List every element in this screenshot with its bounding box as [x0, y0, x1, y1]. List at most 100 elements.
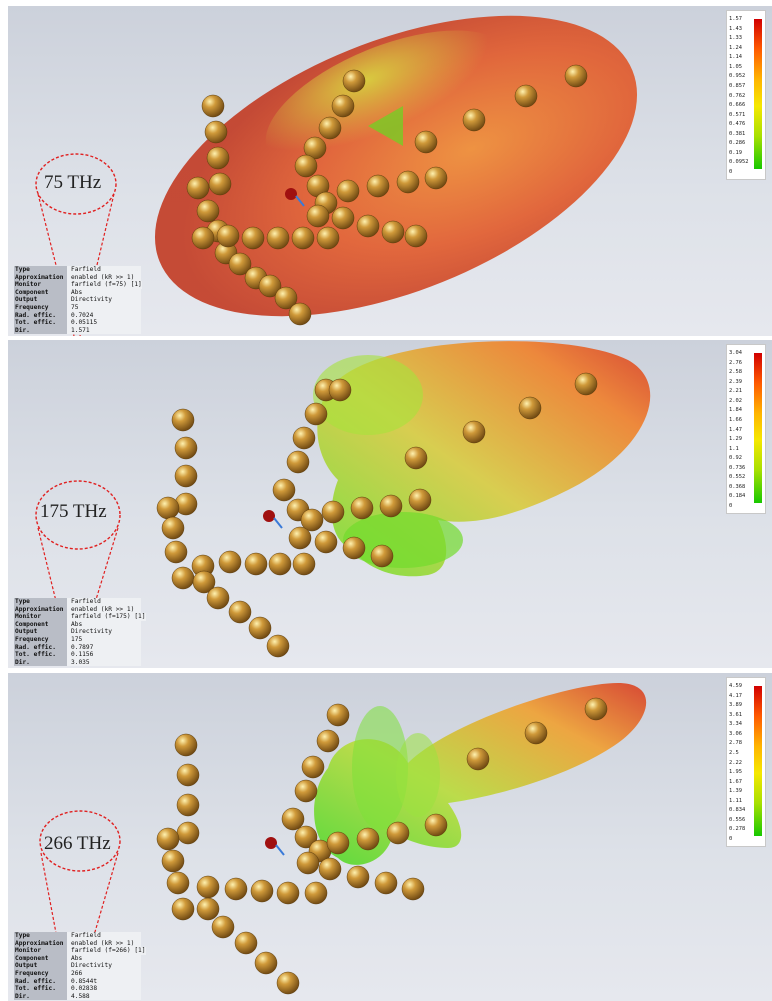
nanoparticle-sphere — [228, 252, 252, 276]
info-key: Rad. effic. — [14, 643, 67, 652]
nanoparticle-sphere — [276, 971, 300, 995]
info-key: Tot. effic. — [14, 319, 67, 327]
info-key: Component — [14, 288, 67, 297]
directivity-colorbar: 1.57 1.43 1.33 1.24 1.14 1.05 0.952 0.857 0.762 0… — [726, 10, 766, 180]
nanoparticle-sphere — [303, 136, 327, 160]
info-row: Type Farfield — [14, 266, 142, 274]
radiation-pattern-lobe — [313, 341, 651, 577]
info-value: Farfield — [67, 598, 141, 606]
nanoparticle-sphere — [331, 94, 355, 118]
info-value: enabled (kR >> 1) — [67, 273, 141, 282]
info-key: Type — [14, 266, 67, 274]
nanoparticle-sphere — [584, 697, 608, 721]
nanoparticle-sphere — [174, 464, 198, 488]
nanoparticle-sphere — [424, 813, 448, 837]
nanoparticle-sphere — [401, 877, 425, 901]
info-row: Frequency 75 — [14, 303, 142, 312]
colorbar-tick-label: 1.57 — [729, 16, 742, 22]
colorbar-tick-label: 0.571 — [729, 111, 746, 118]
colorbar-tick-label: 1.11 — [729, 797, 742, 804]
nanoparticle-array — [156, 372, 598, 658]
colorbar-tick-label: 0.736 — [729, 464, 746, 471]
colorbar-tick-label: 1.14 — [729, 54, 742, 61]
colorbar-tick-label: 0.19 — [729, 149, 742, 156]
nanoparticle-sphere — [196, 897, 220, 921]
nanoparticle-sphere — [274, 286, 298, 310]
farfield-3d-view[interactable] — [8, 340, 772, 668]
farfield-3d-view[interactable] — [8, 673, 772, 1001]
nanoparticle-sphere — [292, 552, 316, 576]
nanoparticle-sphere — [196, 199, 220, 223]
nanoparticle-sphere — [356, 214, 380, 238]
colorbar-tick-label: 4.17 — [729, 692, 742, 699]
info-key: Frequency — [14, 969, 67, 978]
colorbar-tick-label: 0.381 — [729, 130, 746, 137]
colorbar-tick-label: 4.59 — [729, 683, 742, 689]
nanoparticle-sphere — [328, 378, 352, 402]
frequency-label: 75 THz — [44, 172, 102, 193]
colorbar-tick-label: 1.43 — [729, 25, 742, 32]
nanoparticle-sphere — [164, 540, 188, 564]
nanoparticle-sphere — [281, 807, 305, 831]
nanoparticle-sphere — [248, 616, 272, 640]
nanoparticle-sphere — [374, 871, 398, 895]
info-row: Rad. effic. 0.8544t — [14, 977, 146, 986]
nanoparticle-sphere — [294, 779, 318, 803]
colorbar-tick-label: 1.24 — [729, 44, 742, 51]
nanoparticle-sphere — [266, 226, 290, 250]
nanoparticle-sphere — [379, 494, 403, 518]
colorbar-tick-label: 1.29 — [729, 436, 742, 443]
info-key: Frequency — [14, 635, 67, 644]
nanoparticle-sphere — [204, 120, 228, 144]
nanoparticle-sphere — [266, 634, 290, 658]
info-key: Output — [14, 628, 67, 636]
info-value: 3.035 — [67, 658, 141, 667]
info-value: 0.8544t — [67, 977, 141, 986]
nanoparticle-sphere — [288, 526, 312, 550]
nanoparticle-sphere — [234, 931, 258, 955]
colorbar-tick-label: 3.89 — [729, 702, 742, 709]
nanoparticle-sphere — [176, 821, 200, 845]
directivity-colorbar: 4.59 4.17 3.89 3.61 3.34 3.06 2.78 2.5 2.22 1.95 1… — [726, 677, 766, 847]
info-value: 0.1156 — [67, 651, 141, 659]
colorbar-tick-label: 0.834 — [729, 807, 746, 814]
info-row: Monitor farfield (f=75) [1] — [14, 281, 142, 289]
colorbar-tick-label: 0.952 — [729, 73, 746, 80]
info-row: Type Farfield — [14, 598, 146, 606]
nanoparticle-sphere — [326, 831, 350, 855]
info-row: Tot. effic. 0.1156 — [14, 651, 146, 659]
info-row: Rad. effic. 0.7897 — [14, 643, 146, 652]
colorbar-tick-label: 0 — [729, 836, 733, 842]
info-key: Dir. — [14, 992, 67, 1001]
farfield-3d-view[interactable] — [8, 6, 772, 336]
nanoparticle-sphere — [161, 516, 185, 540]
nanoparticle-sphere — [404, 224, 428, 248]
nanoparticle-sphere — [318, 857, 342, 881]
info-row: Component Abs — [14, 288, 142, 297]
nanoparticle-sphere — [250, 879, 274, 903]
nanoparticle-array — [186, 64, 588, 326]
nanoparticle-sphere — [304, 881, 328, 905]
colorbar-tick-label: 1.33 — [729, 35, 742, 42]
colorbar-tick-label: 0.857 — [729, 82, 746, 89]
colorbar-gradient — [754, 686, 762, 836]
farfield-info-table: Type Farfield Approximation enabled (kR >>… — [14, 266, 142, 335]
info-key: Tot. effic. — [14, 985, 67, 993]
info-row: Monitor farfield (f=175) [1] — [14, 613, 146, 621]
nanoparticle-sphere — [166, 871, 190, 895]
nanoparticle-sphere — [176, 793, 200, 817]
nanoparticle-sphere — [291, 226, 315, 250]
nanoparticle-sphere — [196, 875, 220, 899]
nanoparticle-sphere — [218, 550, 242, 574]
colorbar-tick-label: 2.21 — [729, 388, 742, 395]
info-row: Dir. 4.588 — [14, 992, 146, 1001]
info-key: Approximation — [14, 273, 67, 282]
colorbar-tick-label: 0 — [729, 169, 733, 175]
colorbar-tick-label: 0.552 — [729, 474, 746, 481]
nanoparticle-sphere — [386, 821, 410, 845]
info-row: Output Directivity — [14, 962, 146, 970]
nanoparticle-sphere — [564, 64, 588, 88]
farfield-info-table: Type Farfield Approximation enabled (kR >>… — [14, 598, 146, 667]
info-key: Monitor — [14, 947, 67, 955]
info-row: Frequency 175 — [14, 635, 146, 644]
